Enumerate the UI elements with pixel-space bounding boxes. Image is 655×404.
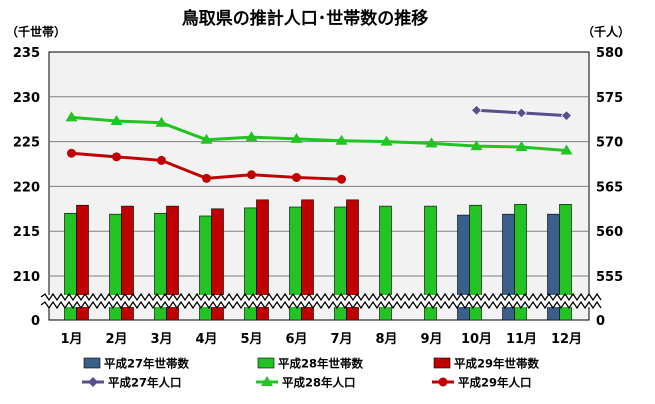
marker-2-2	[157, 155, 166, 165]
gridlines	[49, 96, 589, 277]
marker-0-9	[470, 104, 483, 116]
right-tick-label: 580	[596, 46, 623, 61]
legend-label: 平成29年人口	[458, 376, 532, 390]
month-label: 12月	[551, 332, 582, 347]
bar-1-10	[514, 204, 527, 321]
axis-break	[40, 292, 602, 310]
marker-1-3	[200, 133, 213, 144]
right-tick-label: 555	[596, 270, 623, 285]
bar-1-7	[379, 205, 392, 321]
bar-2-4	[256, 199, 269, 321]
month-label: 6月	[285, 332, 307, 347]
bar-2-2	[166, 205, 179, 321]
marker-0-11	[560, 110, 573, 122]
break-line-lower	[40, 300, 602, 310]
month-label: 9月	[420, 332, 442, 347]
legend-label: 平成27年人口	[108, 376, 182, 390]
legend-marker-0	[88, 377, 98, 387]
month-labels: 1月 2月 3月 4月 5月 6月 7月 8月 9月 10月 11月 12月	[60, 332, 582, 347]
legend-swatch-bar-2	[433, 357, 451, 369]
right-tick-label: 575	[596, 91, 623, 106]
right-tick-label: 565	[596, 180, 623, 195]
right-tick-label: 0	[596, 314, 605, 329]
marker-0-10	[515, 107, 528, 119]
month-label: 3月	[150, 332, 172, 347]
left-tick-label: 210	[13, 270, 40, 285]
left-tick-label: 220	[13, 180, 40, 195]
month-label: 11月	[506, 332, 537, 347]
month-label: 7月	[330, 332, 352, 347]
legend-label: 平成28年人口	[282, 376, 356, 390]
marker-1-2	[155, 116, 168, 127]
bar-1-8	[424, 205, 437, 321]
marker-1-0	[65, 111, 78, 122]
marker-1-6	[335, 134, 348, 145]
tick-labels: 235 230 225 220 215 210 0 580 575 570 565 560 555 0	[13, 46, 623, 329]
month-label: 2月	[105, 332, 127, 347]
marker-1-11	[560, 144, 573, 155]
left-tick-label: 225	[13, 136, 40, 151]
month-label: 8月	[375, 332, 397, 347]
left-tick-label: 230	[13, 91, 40, 106]
legend-marker-2	[438, 377, 448, 387]
marker-1-1	[110, 114, 123, 125]
bar-2-6	[346, 199, 359, 321]
marker-2-5	[292, 172, 301, 182]
bar-1-11	[559, 204, 572, 321]
marker-1-5	[290, 132, 303, 143]
right-tick-label: 570	[596, 136, 623, 151]
chart-title: 鳥取県の推計人口･世帯数の推移	[182, 8, 429, 29]
left-tick-label: 0	[31, 314, 40, 329]
month-label: 1月	[60, 332, 82, 347]
right-tick-label: 560	[596, 225, 623, 240]
lines	[65, 104, 573, 184]
left-axis-unit: （千世帯）	[6, 24, 66, 39]
bar-1-9	[469, 204, 482, 321]
bar-2-3	[211, 208, 224, 321]
legend-swatch-bar-1	[257, 357, 275, 369]
bar-2-0	[76, 204, 89, 321]
bars	[64, 199, 572, 321]
bar-2-1	[121, 205, 134, 321]
marker-2-6	[337, 174, 346, 184]
month-label: 5月	[240, 332, 262, 347]
break-line-upper	[40, 292, 602, 302]
marker-1-7	[380, 135, 393, 146]
left-tick-label: 215	[13, 225, 40, 240]
right-axis-unit: （千人）	[582, 24, 630, 39]
marker-1-9	[470, 140, 483, 151]
marker-1-10	[515, 140, 528, 151]
legend-label: 平成27年世帯数	[104, 357, 190, 371]
left-tick-label: 235	[13, 46, 40, 61]
legend-marker-1	[261, 376, 273, 386]
marker-2-0	[67, 148, 76, 158]
bar-2-5	[301, 199, 314, 321]
line-1	[71, 115, 567, 153]
month-label: 10月	[461, 332, 492, 347]
legend-label: 平成28年世帯数	[278, 357, 364, 371]
legend-swatch-bar-0	[83, 357, 101, 369]
marker-1-4	[245, 131, 258, 142]
marker-2-4	[247, 170, 256, 180]
legend-label: 平成29年世帯数	[454, 357, 540, 371]
marker-2-1	[112, 152, 121, 162]
month-label: 4月	[195, 332, 217, 347]
marker-2-3	[202, 173, 211, 183]
marker-1-8	[425, 137, 438, 148]
